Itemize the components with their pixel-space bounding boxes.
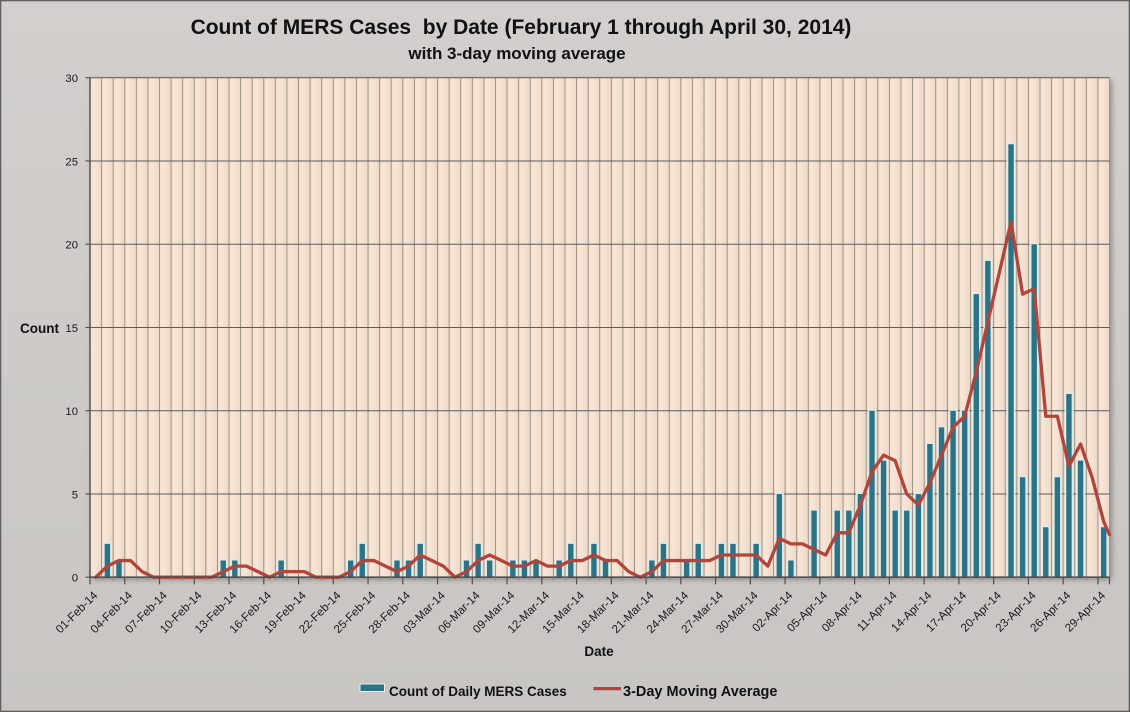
svg-text:with 3-day moving average: with 3-day moving average bbox=[407, 44, 625, 63]
svg-text:25: 25 bbox=[65, 156, 78, 168]
svg-text:Date: Date bbox=[584, 644, 614, 659]
svg-text:Count of Daily MERS Cases: Count of Daily MERS Cases bbox=[389, 684, 567, 699]
svg-text:10: 10 bbox=[65, 406, 78, 418]
svg-text:5: 5 bbox=[72, 489, 78, 501]
svg-text:15: 15 bbox=[65, 323, 78, 335]
svg-text:Count of MERS Cases by Date (: Count of MERS Cases by Date (February 1 … bbox=[191, 16, 852, 39]
svg-text:30: 30 bbox=[65, 73, 78, 85]
svg-text:0: 0 bbox=[72, 573, 78, 585]
svg-text:20: 20 bbox=[65, 240, 78, 252]
svg-text:3-Day Moving Average: 3-Day Moving Average bbox=[623, 684, 777, 700]
svg-text:Count: Count bbox=[20, 321, 59, 336]
